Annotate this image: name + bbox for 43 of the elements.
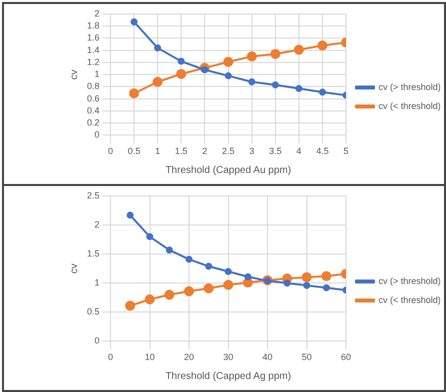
x-tick-label: 10 (144, 352, 155, 362)
y-tick-label: 0 (94, 130, 100, 140)
y-tick-label: 1.6 (86, 32, 100, 43)
y-tick-label: 2.5 (86, 190, 100, 200)
x-tick-label: 60 (340, 352, 352, 362)
y-tick-label: 0.8 (86, 81, 100, 92)
x-tick-label: 0 (108, 352, 114, 362)
y-tick-label: 1.4 (86, 44, 100, 55)
y-tick-label: 1.5 (86, 248, 100, 259)
x-tick-label: 50 (302, 352, 312, 362)
legend-label: cv (> threshold) (378, 82, 441, 92)
x-tick-label: 2.5 (222, 146, 235, 156)
y-axis-title: cv (68, 70, 80, 80)
x-axis-title: Threshold (Capped Au ppm) (165, 164, 292, 176)
x-tick-label: 3.5 (269, 146, 282, 156)
x-tick-label: 0.5 (128, 146, 140, 156)
legend-label: cv (> threshold) (378, 276, 441, 286)
x-tick-label: 30 (223, 352, 234, 362)
x-tick-label: 3 (249, 146, 254, 156)
x-tick-label: 1.5 (174, 146, 188, 156)
legend-label: cv (< threshold) (378, 294, 441, 305)
y-tick-label: 0 (94, 336, 100, 346)
y-tick-label: 0.2 (86, 118, 100, 128)
y-tick-label: 0.6 (86, 93, 100, 104)
y-tick-label: 1.2 (86, 56, 100, 67)
y-tick-label: 1.8 (86, 20, 100, 31)
y-tick-label: 2 (94, 220, 100, 230)
x-tick-label: 4 (296, 146, 302, 156)
x-tick-label: 5 (343, 146, 349, 156)
y-tick-label: 1 (94, 69, 100, 80)
y-tick-label: 0.4 (86, 105, 100, 116)
y-tick-label: 1 (94, 278, 100, 288)
x-tick-label: 40 (262, 352, 273, 362)
x-axis-title: Threshold (Capped Ag ppm) (165, 370, 292, 382)
y-tick-label: 2 (94, 8, 100, 18)
x-tick-label: 4.5 (316, 146, 329, 156)
x-tick-label: 2 (202, 146, 208, 156)
y-axis-title: cv (68, 264, 80, 274)
x-tick-label: 0 (108, 146, 114, 156)
legend-label: cv (< threshold) (378, 100, 441, 111)
x-tick-label: 20 (184, 352, 194, 362)
x-tick-label: 1 (155, 146, 160, 156)
y-tick-label: 0.5 (86, 306, 100, 317)
